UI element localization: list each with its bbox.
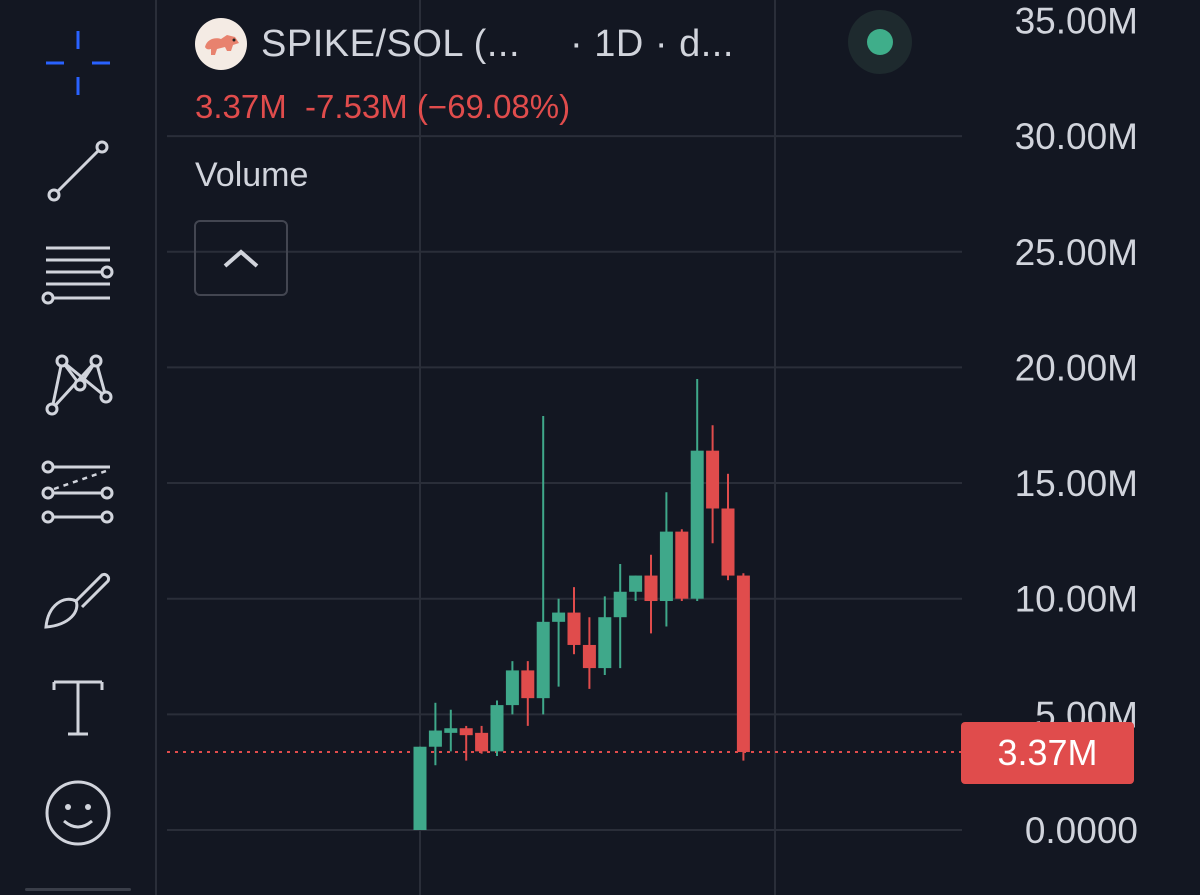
price-axis-label: 10.00M [1015, 579, 1138, 620]
candle-body [475, 732, 489, 752]
candle-body [413, 746, 427, 830]
collapse-indicators-button[interactable] [194, 220, 288, 296]
candle-body [690, 450, 704, 599]
candle-body [567, 612, 581, 645]
price-axis-label: 0.0000 [1025, 810, 1138, 851]
candle-body [644, 575, 658, 602]
status-dot-icon [867, 29, 893, 55]
price-axis-label: 20.00M [1015, 347, 1138, 388]
emoji-tool[interactable] [40, 775, 116, 851]
market-status-indicator[interactable] [848, 10, 912, 74]
ohlc-change-values: 3.37M -7.53M (−69.08%) [195, 88, 571, 125]
token-logo [195, 18, 247, 70]
candle-body [736, 575, 750, 753]
price-axis-label: 35.00M [1015, 0, 1138, 41]
candle-body [582, 644, 596, 669]
candle-body [428, 730, 442, 747]
trend-line-tool[interactable] [40, 133, 116, 209]
candle-body [505, 670, 519, 706]
drawing-toolbar [0, 0, 157, 895]
candle-body [659, 531, 673, 602]
fib-retracement-tool[interactable] [40, 455, 116, 531]
crosshair-icon [46, 31, 110, 95]
trend-line-icon [47, 140, 109, 202]
pattern-tool[interactable] [40, 345, 116, 421]
candle-body [444, 728, 458, 733]
candle-body [721, 508, 735, 576]
crosshair-tool[interactable] [40, 25, 116, 101]
candle-body [536, 621, 550, 699]
brush-tool[interactable] [40, 565, 116, 641]
fib-retracement-icon [41, 460, 114, 524]
candle-body [552, 612, 566, 622]
brush-icon [44, 573, 110, 629]
candle-body [459, 728, 473, 736]
symbol-legend[interactable]: SPIKE/SOL (... · 1D · d... [195, 14, 734, 74]
candle-body [629, 575, 643, 592]
symbol-title: SPIKE/SOL (... [261, 22, 521, 65]
candle-body [613, 591, 627, 618]
interval-source: · 1D · d... [570, 22, 734, 65]
horizontal-lines-tool[interactable] [40, 238, 116, 314]
price-axis-label: 30.00M [1015, 116, 1138, 157]
current-price-badge: 3.37M [961, 722, 1134, 784]
candle-body [598, 617, 612, 669]
candle-body [521, 670, 535, 699]
emoji-icon [45, 780, 111, 846]
candle-body [490, 705, 504, 752]
toolbar-scroll-indicator [25, 888, 131, 891]
pattern-icon [45, 354, 113, 416]
text-tool[interactable] [40, 670, 116, 746]
horizontal-lines-icon [41, 246, 114, 305]
price-axis-label: 15.00M [1015, 463, 1138, 504]
candle-body [675, 531, 689, 599]
volume-indicator-label[interactable]: Volume [195, 156, 309, 194]
text-icon [52, 680, 104, 736]
dinosaur-logo-icon [205, 35, 239, 55]
chevron-up-icon [223, 249, 259, 268]
price-axis-label: 25.00M [1015, 232, 1138, 273]
candle-body [706, 450, 720, 509]
